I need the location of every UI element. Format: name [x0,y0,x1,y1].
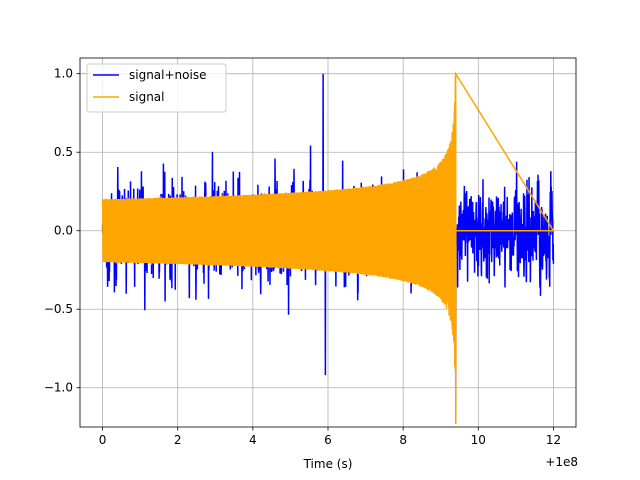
legend-box [86,63,227,113]
y-tick-label: 1.0 [54,67,73,81]
ticks: 0 2 4 6 8 10 12 −1.0 −0.5 0.0 0.5 1.0 [44,67,561,447]
x-tick-label: 10 [471,433,486,447]
x-axis-offset-label: +1e8 [545,455,578,469]
series-line-signal [101,71,555,424]
x-tick-label: 8 [399,433,407,447]
x-tick-label: 0 [99,433,107,447]
y-tick-label: −1.0 [44,381,73,395]
legend-entry-signal: signal [129,90,165,104]
y-tick-label: 0.0 [54,224,73,238]
y-tick-label: 0.5 [54,145,73,159]
x-tick-label: 6 [324,433,332,447]
y-tick-label: −0.5 [44,302,73,316]
legend: signal+noise signal [86,63,227,113]
x-tick-label: 4 [249,433,257,447]
x-tick-label: 2 [174,433,182,447]
x-axis-label: Time (s) [303,457,353,471]
legend-entry-signal-noise: signal+noise [129,68,206,82]
plot-area: 0 2 4 6 8 10 12 −1.0 −0.5 0.0 0.5 1.0 [44,57,577,447]
x-tick-label: 12 [546,433,561,447]
series-layer [101,71,555,424]
